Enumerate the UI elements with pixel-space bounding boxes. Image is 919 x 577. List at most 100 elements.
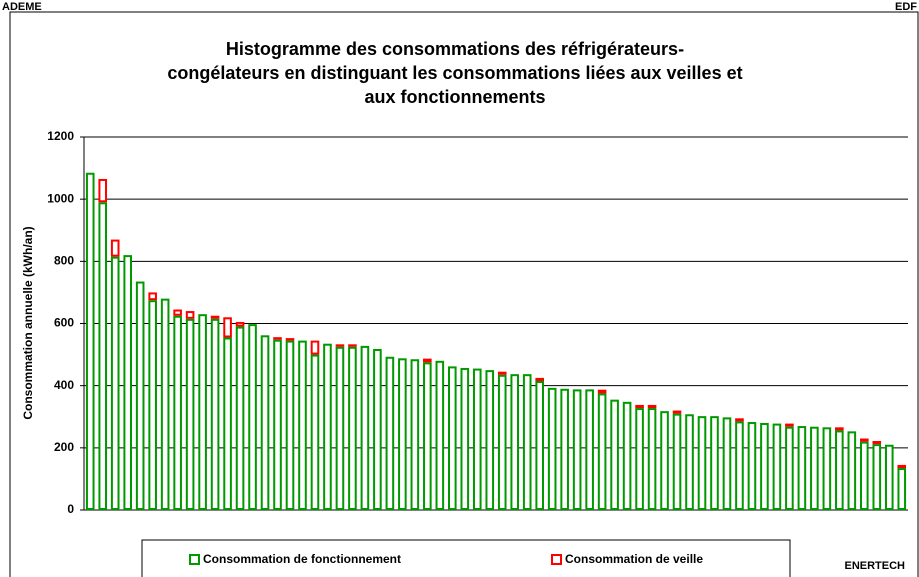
bar-segment — [685, 414, 694, 510]
corner-left: ADEME — [2, 1, 42, 13]
bar-segment — [510, 374, 520, 510]
bar-segment — [385, 356, 395, 510]
legend-label: Consommation de fonctionnement — [203, 552, 401, 566]
bar-segment — [98, 202, 108, 510]
bar-segment — [647, 404, 657, 409]
bar-segment — [110, 239, 120, 257]
bar-segment — [472, 368, 482, 510]
bar-segment — [547, 387, 557, 510]
bar-segment — [860, 438, 869, 442]
bar-segment — [660, 411, 669, 510]
bar-segment — [210, 318, 220, 510]
chart-title: aux fonctionnements — [364, 87, 545, 107]
bar-segment — [897, 464, 907, 469]
bar-segment — [610, 399, 619, 511]
bar-segment — [185, 311, 195, 319]
bar-segment — [198, 314, 207, 510]
bar-segment — [223, 337, 232, 510]
frame — [9, 11, 919, 577]
bar-segment — [635, 404, 644, 409]
legend-box — [141, 539, 791, 577]
bar-segment — [797, 426, 807, 511]
bar-segment — [148, 292, 157, 301]
bar-segment — [85, 172, 95, 511]
bar-segment — [635, 408, 644, 510]
y-tick-label: 200 — [54, 440, 74, 454]
bar-segment — [772, 423, 782, 511]
bar-segment — [398, 358, 407, 510]
bar-segment — [148, 300, 157, 510]
bar-segment — [535, 381, 544, 511]
legend-swatch — [551, 554, 562, 565]
bar-segment — [722, 417, 732, 511]
y-axis-label: Consommation annuelle (kWh/an) — [21, 226, 35, 419]
bar-segment — [173, 315, 182, 510]
bar-segment — [110, 256, 120, 510]
bar-segment — [735, 418, 744, 422]
bar-segment — [373, 348, 382, 511]
bar-segment — [760, 422, 769, 511]
legend-label: Consommation de veille — [565, 552, 703, 566]
bar-segment — [522, 374, 532, 510]
bar-segment — [123, 255, 132, 510]
bar-segment — [785, 423, 794, 427]
bar-segment — [135, 281, 145, 510]
bar-segment — [735, 421, 744, 511]
chart-title: congélateurs en distinguant les consomma… — [167, 63, 742, 83]
bar-segment — [672, 413, 682, 510]
bar-segment — [260, 335, 270, 511]
bar-segment — [884, 444, 894, 511]
bar-segment — [560, 388, 569, 510]
bar-segment — [360, 345, 370, 510]
bar-segment — [460, 367, 470, 510]
bar-segment — [435, 360, 445, 510]
bar-segment — [273, 339, 282, 510]
y-tick-label: 600 — [54, 316, 74, 330]
bar-segment — [597, 389, 607, 394]
bar-segment — [335, 346, 345, 510]
bar-segment — [672, 410, 682, 414]
bar-segment — [835, 427, 844, 431]
y-tick-label: 1000 — [47, 191, 74, 205]
bar-segment — [235, 326, 245, 510]
bar-segment — [622, 401, 632, 510]
bar-segment — [535, 377, 544, 382]
bar-segment — [497, 371, 507, 375]
bar-segment — [348, 346, 357, 510]
bar-segment — [323, 343, 332, 510]
bar-segment — [235, 321, 245, 327]
bar-segment — [310, 340, 320, 355]
bar-segment — [410, 359, 420, 510]
chart-title: Histogramme des consommations des réfrig… — [226, 39, 684, 59]
bar-segment — [223, 317, 232, 338]
bar-segment — [497, 374, 507, 510]
bar-segment — [248, 324, 257, 510]
bar-segment — [160, 298, 170, 510]
bar-segment — [747, 422, 757, 511]
bar-segment — [710, 416, 719, 510]
bar-segment — [872, 444, 882, 510]
legend-swatch — [189, 554, 200, 565]
bar-segment — [847, 431, 857, 510]
bar-segment — [448, 366, 457, 510]
bar-segment — [210, 315, 220, 319]
bar-segment — [98, 178, 108, 203]
bar-segment — [597, 393, 607, 510]
bar-segment — [897, 468, 907, 511]
bar-segment — [285, 340, 295, 510]
bar-segment — [572, 389, 582, 510]
bar-segment — [835, 430, 844, 510]
bar-segment — [697, 416, 707, 510]
bar-segment — [298, 340, 307, 510]
bar-segment — [585, 389, 594, 510]
bar-segment — [173, 309, 182, 316]
corner-bottom: ENERTECH — [844, 560, 905, 572]
y-tick-label: 1200 — [47, 129, 74, 143]
bar-segment — [810, 426, 819, 510]
bar-segment — [185, 318, 195, 510]
bar-segment — [822, 427, 832, 510]
bar-segment — [423, 358, 432, 363]
bar-segment — [423, 362, 432, 510]
bar-segment — [485, 370, 495, 510]
